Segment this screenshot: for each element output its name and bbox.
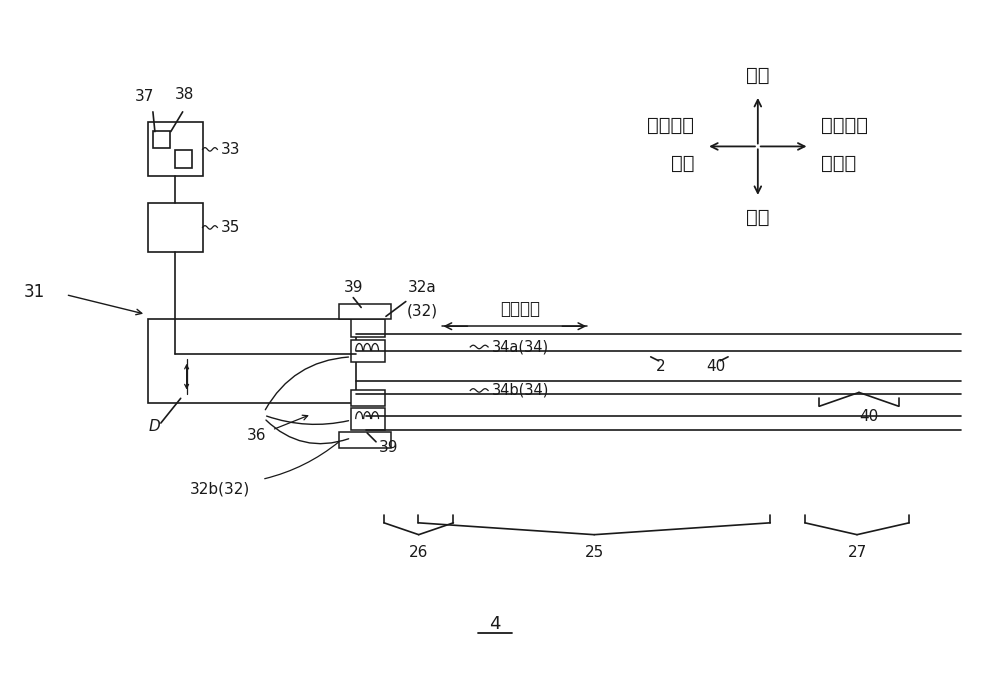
Text: 40: 40: [859, 409, 879, 424]
Text: 4: 4: [489, 615, 501, 633]
Text: 32a: 32a: [408, 280, 437, 295]
Text: (32): (32): [407, 304, 438, 319]
Text: 26: 26: [409, 544, 428, 559]
Text: 36: 36: [247, 429, 267, 444]
Text: 37: 37: [135, 89, 155, 104]
Bar: [148, 122, 203, 176]
Text: 39: 39: [343, 280, 363, 295]
Text: 宽度方向: 宽度方向: [821, 116, 868, 134]
Bar: [351, 319, 385, 337]
Bar: [351, 340, 385, 362]
Text: 32b(32): 32b(32): [190, 482, 250, 497]
Bar: [351, 391, 385, 407]
Text: 扫描方向: 扫描方向: [500, 300, 540, 318]
Bar: [339, 432, 391, 448]
Bar: [175, 150, 192, 168]
Text: 31: 31: [23, 282, 45, 300]
Bar: [148, 319, 356, 403]
Text: 34a(34): 34a(34): [492, 340, 549, 354]
Text: 34b(34): 34b(34): [492, 383, 549, 398]
Text: 39: 39: [379, 440, 399, 455]
Bar: [148, 203, 203, 252]
Text: 下侧: 下侧: [746, 207, 770, 227]
Text: 27: 27: [847, 544, 867, 559]
Text: 2: 2: [656, 359, 665, 374]
Bar: [339, 303, 391, 319]
Bar: [153, 131, 170, 148]
Text: D: D: [149, 418, 161, 433]
Text: 35: 35: [220, 220, 240, 235]
Text: 40: 40: [707, 359, 726, 374]
Text: 上侧: 上侧: [746, 66, 770, 85]
Text: 38: 38: [175, 87, 194, 102]
Text: 宽度方向: 宽度方向: [647, 116, 694, 134]
Text: 33: 33: [220, 142, 240, 157]
Bar: [351, 408, 385, 430]
Text: 25: 25: [585, 544, 604, 559]
Text: 另一侧: 另一侧: [821, 154, 857, 174]
Text: 一侧: 一侧: [671, 154, 694, 174]
